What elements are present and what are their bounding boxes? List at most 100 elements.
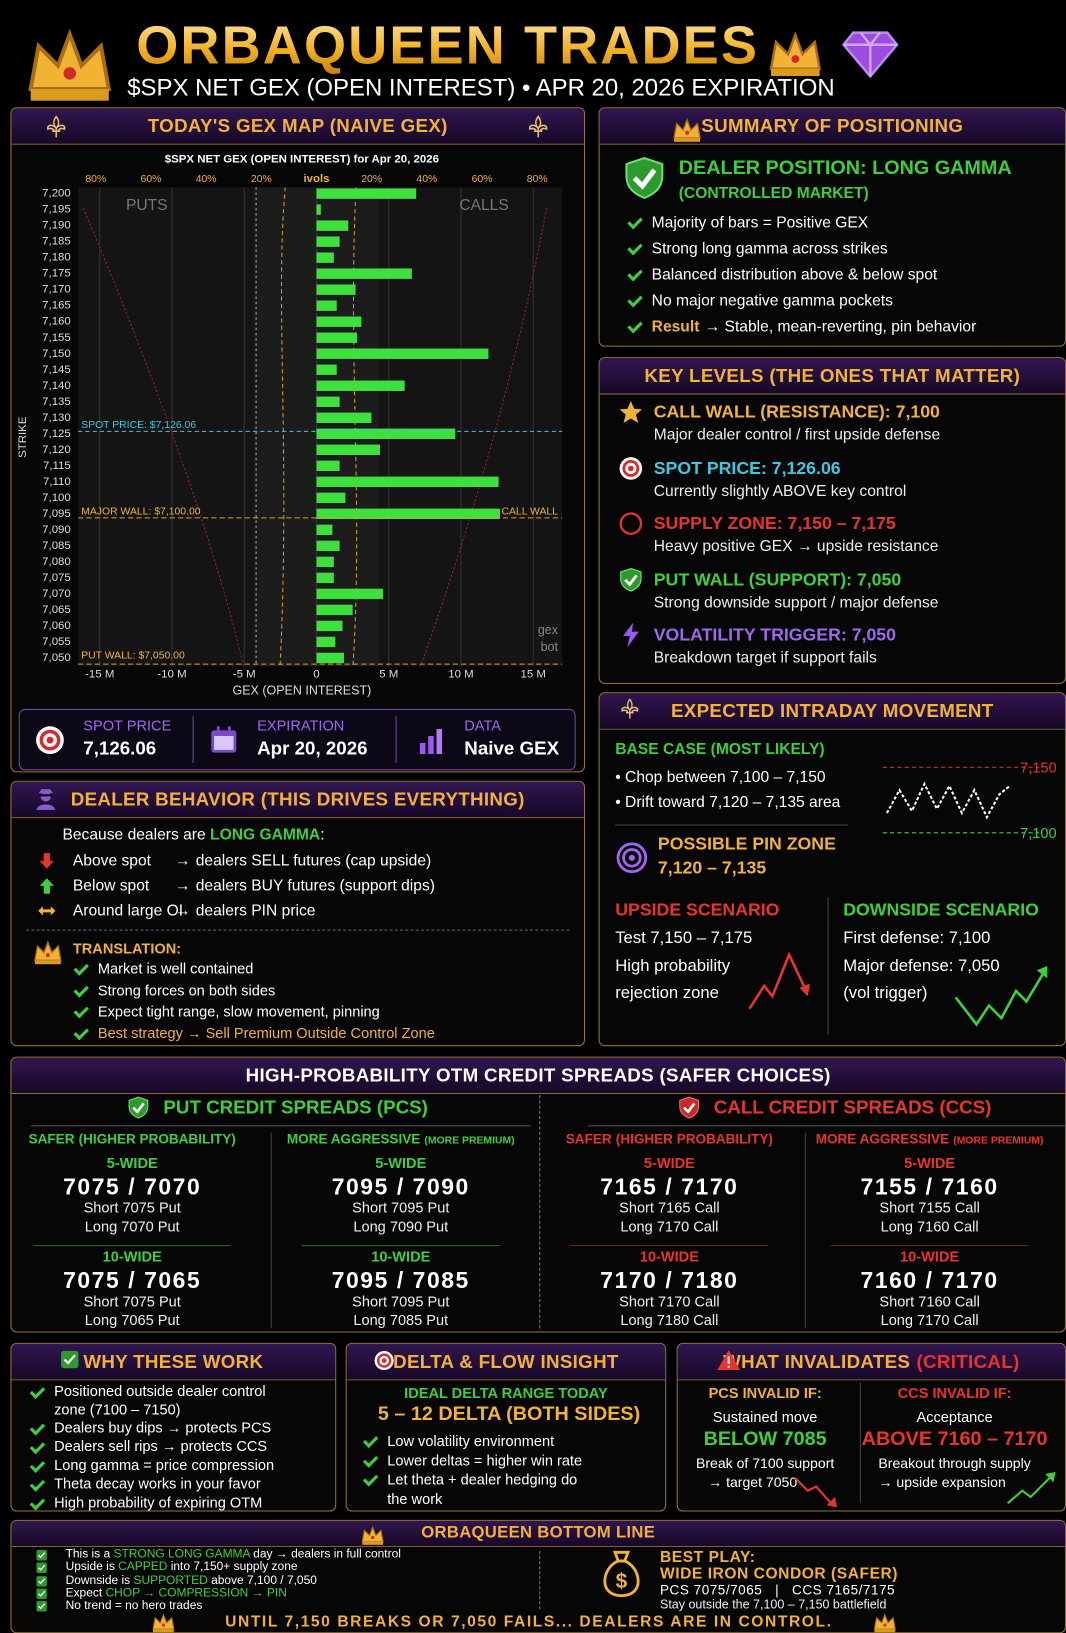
bar	[316, 604, 353, 616]
best-play-title: BEST PLAY:	[659, 1548, 756, 1567]
icon	[34, 940, 62, 965]
text-part: LONG GAMMA	[210, 825, 321, 844]
check-icon	[362, 1432, 379, 1448]
trend-arrow	[954, 966, 1048, 1027]
text-part: Result	[651, 317, 700, 336]
icon-part	[622, 848, 642, 868]
level-note: Breakdown target if support fails	[653, 648, 877, 667]
icon	[619, 400, 643, 423]
panel-title: ORBAQUEEN BOTTOM LINE	[11, 1520, 1065, 1547]
level-note: Strong downside support / major defense	[653, 593, 939, 611]
text-part: This is a	[65, 1548, 114, 1561]
bar	[316, 636, 336, 648]
y-tick-label: 7,060	[42, 620, 71, 632]
summary-item: No major negative gamma pockets	[627, 292, 893, 310]
y-tick-label: 7,095	[42, 508, 71, 520]
top-axis-label: 80%	[85, 174, 106, 185]
best-play-name: WIDE IRON CONDOR (SAFER)	[659, 1565, 899, 1583]
text-part: Strong forces on both sides	[97, 981, 276, 999]
bottom-item: This is a STRONG LONG GAMMA day → dealer…	[66, 1548, 401, 1562]
x-tick-label: 5 M	[379, 669, 398, 681]
divider-v	[859, 1382, 861, 1503]
y-tick-label: 7,160	[42, 316, 71, 328]
spread-width: 5-WIDE	[106, 1154, 158, 1172]
icon	[673, 117, 701, 142]
bar	[316, 396, 340, 407]
delta-item: Lower deltas = higher win rate	[362, 1451, 653, 1470]
spread-strikes: 7095 / 7090	[331, 1173, 470, 1200]
top-axis-title: ivols	[303, 173, 329, 185]
stat-value: 7,126.06	[83, 737, 157, 759]
icon-part	[63, 1354, 76, 1365]
bar	[316, 508, 501, 520]
y-tick-label: 7,065	[42, 604, 71, 616]
dealer-row-left: Below spot	[72, 876, 150, 895]
divider-h	[570, 1245, 769, 1247]
y-tick-label: 7,055	[42, 636, 71, 648]
icon-part	[39, 794, 53, 797]
translation-title: TRANSLATION:	[72, 939, 182, 957]
bar	[316, 428, 456, 439]
text-part: Expect	[65, 1586, 106, 1600]
annotation: MAJOR WALL: $7,100.00	[81, 506, 201, 517]
icon-part	[799, 983, 810, 997]
icon-part	[46, 115, 66, 138]
spread-width: 10-WIDE	[371, 1248, 431, 1265]
icon-part	[528, 115, 548, 138]
icon	[61, 1350, 79, 1369]
invalid-line: Sustained move	[712, 1408, 818, 1426]
stat-value: Apr 20, 2026	[257, 737, 368, 759]
why-list: Positioned outside dealer control zone (…	[29, 1382, 310, 1512]
icon-part	[38, 1590, 46, 1597]
text-part: STRONG LONG GAMMA	[113, 1548, 250, 1561]
text-part: (MORE PREMIUM)	[953, 1135, 1044, 1147]
best-play-note: Stay outside the 7,100 – 7,150 battlefie…	[659, 1596, 887, 1612]
level-heading: SUPPLY ZONE: 7,150 – 7,175	[653, 513, 896, 534]
icon-part	[436, 729, 443, 755]
level-heading: VOLATILITY TRIGGER: 7,050	[653, 624, 896, 645]
check-icon	[29, 1495, 46, 1511]
y-tick-label: 7,190	[42, 220, 71, 232]
icon-part	[39, 853, 54, 869]
dealer-row-right: dealers PIN price	[195, 901, 316, 920]
text-part: Lower deltas = higher win rate	[387, 1451, 583, 1469]
icon-part	[34, 940, 62, 961]
icon	[841, 31, 899, 79]
trend-arrow	[1007, 1471, 1056, 1504]
bottom-item: No trend = no hero trades	[66, 1600, 203, 1614]
panel-title: HIGH-PROBABILITY OTM CREDIT SPREADS (SAF…	[11, 1057, 1065, 1095]
divider-v	[539, 1095, 541, 1329]
text-part: Low volatility environment	[387, 1432, 555, 1450]
text-part: Long gamma = price compression	[54, 1456, 275, 1474]
icon-part	[727, 1356, 730, 1364]
icon-part	[619, 512, 643, 535]
bar	[316, 204, 321, 215]
divider-v	[827, 897, 829, 1035]
icon	[625, 157, 664, 200]
invalid-line: Acceptance	[916, 1408, 993, 1426]
spread-width: 10-WIDE	[639, 1248, 699, 1265]
spread-long: Long 7160 Call	[880, 1217, 979, 1235]
side-label: CALLS	[459, 197, 508, 214]
icon-part	[152, 1613, 175, 1630]
panel-title: DELTA & FLOW INSIGHT	[346, 1343, 666, 1381]
why-item: Dealers sell rips → protects CCS	[29, 1438, 310, 1457]
summary-result: Result → Stable, mean-reverting, pin beha…	[627, 317, 976, 336]
icon	[38, 906, 56, 916]
x-tick-label: 15 M	[521, 669, 546, 681]
text-part: Best strategy → Sell Premium Outside Con…	[97, 1024, 435, 1042]
icon	[28, 28, 112, 101]
y-tick-label: 7,075	[42, 572, 71, 584]
base-item: • Drift toward 7,120 – 7,135 area	[615, 793, 841, 812]
icon-part	[38, 789, 54, 794]
spread-short: Short 7095 Put	[352, 1199, 450, 1216]
pin-title: POSSIBLE PIN ZONE	[657, 834, 836, 854]
spread-short: Short 7155 Call	[879, 1199, 980, 1216]
bar	[316, 188, 417, 199]
y-tick-label: 7,090	[42, 524, 71, 536]
range-label: 7,150	[1020, 758, 1057, 776]
spread-strikes: 7155 / 7160	[860, 1173, 999, 1200]
panel-title: TODAY'S GEX MAP (NAIVE GEX)	[11, 108, 585, 145]
invalid-note: Breakout through supply	[878, 1455, 1031, 1472]
